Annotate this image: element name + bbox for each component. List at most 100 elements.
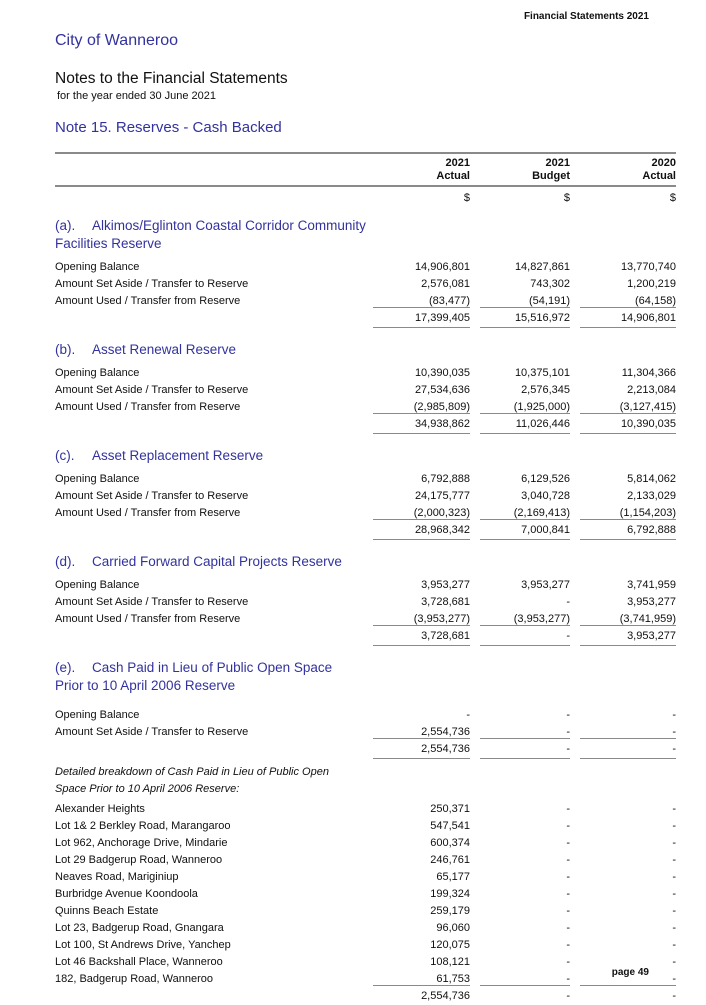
cell-2021-budget: (2,169,413): [513, 507, 570, 519]
org-title: City of Wanneroo: [55, 32, 179, 49]
col3-unit: $: [669, 192, 676, 204]
cell-2021-budget: -: [566, 905, 570, 917]
cell-2021-actual: 65,177: [436, 871, 470, 883]
row-label: 182, Badgerup Road, Wanneroo: [55, 973, 213, 985]
row-label: Amount Set Aside / Transfer to Reserve: [55, 278, 249, 290]
cell-2021-budget: -: [566, 854, 570, 866]
cell-2020-actual: (3,741,959): [619, 613, 676, 625]
section-e: (e). Cash Paid in Lieu of Public Open Spa…: [55, 659, 676, 759]
cell-2020-actual: -: [672, 854, 676, 866]
cell-2021-budget: -: [566, 837, 570, 849]
table-row: Opening Balance 6,792,888 6,129,526 5,81…: [55, 468, 676, 485]
cell-2021-actual: (3,953,277): [413, 613, 470, 625]
row-label: Lot 46 Backshall Place, Wanneroo: [55, 956, 223, 968]
cell-2020-actual: 2,133,029: [627, 490, 676, 502]
total-2021-actual: 28,968,342: [373, 519, 470, 540]
section-d: (d). Carried Forward Capital Projects Res…: [55, 553, 676, 646]
cell-2021-budget: 3,953,277: [521, 579, 570, 591]
col1-year: 2021: [445, 157, 470, 169]
total-2021-actual: 34,938,862: [373, 413, 470, 434]
row-label: Alexander Heights: [55, 803, 145, 815]
total-2021-actual: 17,399,405: [373, 307, 470, 328]
breakdown-row: Lot 1& 2 Berkley Road, Marangaroo 547,54…: [55, 815, 676, 832]
cell-2021-actual: -: [466, 709, 470, 721]
total-2020-actual: -: [580, 985, 676, 1005]
total-2021-actual: 3,728,681: [373, 625, 470, 646]
table-row: Amount Used / Transfer from Reserve (3,9…: [55, 608, 676, 625]
column-year-row: 2021 2021 2020: [55, 156, 676, 169]
section-c: (c). Asset Replacement Reserve Opening Ba…: [55, 447, 676, 540]
cell-2021-budget: -: [566, 820, 570, 832]
breakdown-row: Lot 46 Backshall Place, Wanneroo 108,121…: [55, 951, 676, 968]
section-a-title-line2: Facilities Reserve: [55, 236, 162, 251]
cell-2020-actual: -: [672, 973, 676, 985]
row-label: Opening Balance: [55, 579, 140, 591]
cell-2021-actual: 246,761: [430, 854, 470, 866]
table-header-top: 2021 2021 2020 Actual Budget Actual: [55, 154, 676, 187]
breakdown-note: Detailed breakdown of Cash Paid in Lieu …: [55, 766, 329, 795]
total-2020-actual: -: [580, 738, 676, 759]
cell-2021-budget: -: [566, 922, 570, 934]
col2-basis: Budget: [532, 170, 570, 182]
total-2020-actual: 14,906,801: [580, 307, 676, 328]
cell-2021-actual: 2,576,081: [421, 278, 470, 290]
row-label: Burbridge Avenue Koondoola: [55, 888, 198, 900]
total-2021-budget: 11,026,446: [480, 413, 570, 434]
breakdown-total-row: 2,554,736 - -: [55, 985, 676, 1005]
breakdown-row: Lot 23, Badgerup Road, Gnangara 96,060 -…: [55, 917, 676, 934]
cell-2020-actual: -: [672, 956, 676, 968]
row-label: Opening Balance: [55, 261, 140, 273]
cell-2021-budget: -: [566, 726, 570, 738]
cell-2021-budget: 743,302: [530, 278, 570, 290]
breakdown-rows: Alexander Heights 250,371 - - Lot 1& 2 B…: [55, 798, 676, 985]
cell-2020-actual: 3,953,277: [627, 596, 676, 608]
page-number: page 49: [611, 967, 649, 978]
cell-2020-actual: -: [672, 939, 676, 951]
total-2021-actual: 2,554,736: [373, 738, 470, 759]
section-d-total-row: 3,728,681 - 3,953,277: [55, 625, 676, 646]
column-unit-row: $ $ $: [55, 187, 676, 204]
cell-2021-actual: 600,374: [430, 837, 470, 849]
breakdown-row: Lot 962, Anchorage Drive, Mindarie 600,3…: [55, 832, 676, 849]
section-a-rows: Opening Balance 14,906,801 14,827,861 13…: [55, 256, 676, 307]
section-b-title: Asset Renewal Reserve: [92, 342, 237, 357]
section-b: (b). Asset Renewal Reserve Opening Balanc…: [55, 341, 676, 434]
section-a-label: (a).: [55, 218, 76, 233]
table-row: Amount Set Aside / Transfer to Reserve 2…: [55, 485, 676, 502]
breakdown-row: 182, Badgerup Road, Wanneroo 61,753 - -: [55, 968, 676, 985]
cell-2021-budget: (3,953,277): [513, 613, 570, 625]
section-d-heading: (d). Carried Forward Capital Projects Res…: [55, 553, 676, 571]
row-label: Lot 962, Anchorage Drive, Mindarie: [55, 837, 228, 849]
row-label: Amount Used / Transfer from Reserve: [55, 295, 241, 307]
cell-2021-actual: 14,906,801: [414, 261, 470, 273]
cell-2021-budget: -: [566, 871, 570, 883]
section-b-heading: (b). Asset Renewal Reserve: [55, 341, 676, 359]
total-2021-budget: 15,516,972: [480, 307, 570, 328]
cell-2021-actual: 27,534,636: [414, 384, 470, 396]
table-row: Amount Set Aside / Transfer to Reserve 2…: [55, 273, 676, 290]
row-label: Lot 29 Badgerup Road, Wanneroo: [55, 854, 223, 866]
row-label: Amount Used / Transfer from Reserve: [55, 507, 241, 519]
cell-2021-budget: -: [566, 803, 570, 815]
cell-2021-actual: 120,075: [430, 939, 470, 951]
note-title: Note 15. Reserves - Cash Backed: [55, 119, 282, 136]
col2-unit: $: [563, 192, 570, 204]
cell-2021-actual: (2,000,323): [413, 507, 470, 519]
cell-2021-actual: 96,060: [436, 922, 470, 934]
table-header: 2021 2021 2020 Actual Budget Actual $ $ …: [55, 152, 676, 204]
row-label: Opening Balance: [55, 709, 140, 721]
cell-2020-actual: -: [672, 726, 676, 738]
cell-2021-actual: 108,121: [430, 956, 470, 968]
cell-2020-actual: -: [672, 820, 676, 832]
cell-2021-budget: -: [566, 709, 570, 721]
table-row: Amount Set Aside / Transfer to Reserve 2…: [55, 379, 676, 396]
cell-2021-budget: 3,040,728: [521, 490, 570, 502]
cell-2021-budget: 2,576,345: [521, 384, 570, 396]
row-label: Opening Balance: [55, 473, 140, 485]
cell-2020-actual: -: [672, 803, 676, 815]
section-d-title: Carried Forward Capital Projects Reserve: [92, 554, 342, 569]
cell-2020-actual: 5,814,062: [627, 473, 676, 485]
total-2021-budget: -: [480, 738, 570, 759]
section-e-heading: (e). Cash Paid in Lieu of Public Open Spa…: [55, 659, 676, 695]
cell-2021-budget: 6,129,526: [521, 473, 570, 485]
